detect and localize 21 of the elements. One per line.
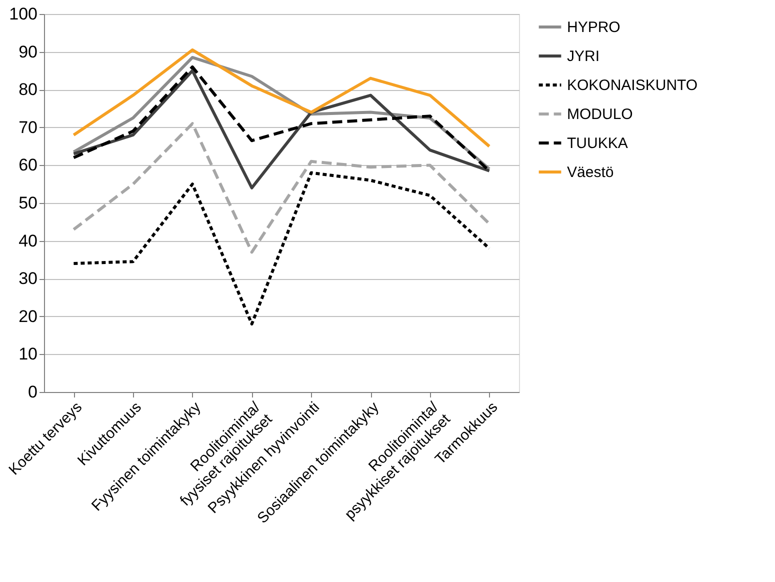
legend-label: Väestö — [567, 164, 614, 181]
y-tick-label: 80 — [18, 80, 38, 100]
legend-label: JYRI — [567, 48, 600, 65]
y-tick-label: 30 — [18, 269, 38, 288]
line-series — [72, 69, 491, 190]
y-tick-label: 70 — [18, 118, 38, 137]
y-tick-label: 0 — [28, 382, 38, 402]
legend-label: KOKONAISKUNTO — [567, 77, 698, 94]
y-tick-label: 20 — [18, 306, 38, 326]
line-series — [72, 171, 491, 326]
line-series — [72, 48, 491, 148]
y-tick-label: 40 — [18, 231, 38, 250]
y-tick-label: 50 — [18, 194, 38, 212]
legend-label: HYPRO — [567, 19, 620, 36]
legend-label: MODULO — [567, 106, 633, 123]
y-tick-label: 100 — [9, 4, 38, 24]
y-tick-label: 10 — [18, 344, 38, 364]
line-series — [72, 122, 491, 254]
legend-label: TUUKKA — [567, 135, 628, 152]
y-tick-label: 60 — [18, 156, 38, 175]
y-tick-label: 90 — [18, 42, 38, 62]
